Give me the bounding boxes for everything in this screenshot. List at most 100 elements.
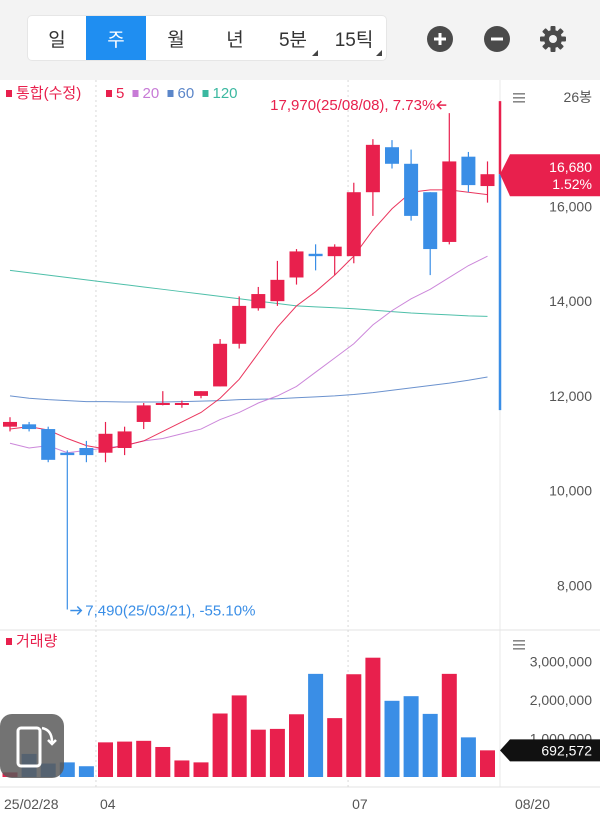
tab-label: 5분 bbox=[278, 29, 308, 51]
candle-body bbox=[404, 163, 419, 216]
legend-label: 60 bbox=[178, 85, 195, 102]
candle-body bbox=[174, 403, 189, 405]
candle-body bbox=[289, 251, 304, 278]
price-tick-label: 12,000 bbox=[549, 388, 592, 404]
menu-icon-bar bbox=[513, 97, 525, 99]
legend-label: 통합(수정) bbox=[16, 85, 81, 102]
price-tick-label: 14,000 bbox=[549, 293, 592, 309]
legend-swatch bbox=[6, 90, 12, 97]
candle-body bbox=[423, 192, 438, 250]
tab-2[interactable]: 월 bbox=[146, 16, 206, 60]
menu-icon bbox=[513, 93, 525, 103]
legend-label: 120 bbox=[213, 85, 238, 102]
volume-bar bbox=[250, 729, 266, 777]
candle-body bbox=[194, 391, 208, 396]
volume-bar bbox=[155, 746, 171, 777]
candle-body bbox=[442, 161, 457, 242]
candle-body bbox=[385, 147, 399, 164]
price-tick-label: 8,000 bbox=[557, 577, 592, 593]
menu-icon-bar bbox=[513, 644, 525, 646]
volume-bar bbox=[174, 760, 190, 777]
candle-body bbox=[251, 294, 266, 309]
minus-circle-icon bbox=[491, 37, 503, 41]
candle-body bbox=[79, 448, 94, 456]
plus-circle-icon bbox=[434, 33, 446, 45]
candle-body bbox=[98, 433, 113, 453]
candle-body bbox=[41, 429, 56, 460]
tab-0[interactable]: 일 bbox=[28, 16, 86, 60]
candle-body bbox=[213, 343, 228, 387]
zoom-in-button[interactable] bbox=[427, 26, 453, 52]
candle-body bbox=[232, 305, 247, 344]
tab-label: 주 bbox=[107, 29, 125, 51]
candle-body bbox=[365, 144, 380, 193]
volume-bar bbox=[193, 762, 209, 777]
volume-tick-label: 3,000,000 bbox=[530, 654, 592, 670]
legend-swatch bbox=[106, 90, 112, 97]
toolbar: 일 주 월 년 5분 15틱 bbox=[0, 0, 600, 80]
candle-body bbox=[308, 253, 323, 257]
current-volume-text: 692,572 bbox=[541, 742, 592, 758]
volume-bar bbox=[327, 718, 343, 777]
menu-icon-bar bbox=[513, 93, 525, 95]
rotate-icon bbox=[16, 726, 57, 768]
legend-label: 20 bbox=[143, 85, 160, 102]
tab-label: 일 bbox=[48, 29, 66, 51]
candle-body bbox=[60, 452, 75, 456]
menu-icon-bar bbox=[513, 648, 525, 650]
volume-bar bbox=[403, 696, 419, 777]
tab-3[interactable]: 년 bbox=[206, 16, 264, 60]
volume-bar bbox=[308, 673, 324, 777]
volume-bar bbox=[98, 742, 113, 777]
rotate-screen-button[interactable] bbox=[0, 714, 64, 778]
volume-bar bbox=[117, 741, 133, 777]
candle-body bbox=[136, 405, 151, 422]
dropdown-corner-icon bbox=[376, 50, 382, 56]
volume-bar bbox=[422, 713, 438, 777]
ma120-line bbox=[9, 269, 488, 317]
volume-bar bbox=[231, 695, 247, 777]
x-tick-label: 04 bbox=[100, 796, 116, 812]
menu-icon bbox=[513, 640, 525, 650]
x-tick-label: 25/02/28 bbox=[4, 796, 59, 812]
period-count: 26봉 bbox=[564, 89, 593, 105]
stock-chart[interactable]: 8,00010,00012,00014,00016,0001,000,0002,… bbox=[0, 80, 600, 815]
chart-area[interactable]: 8,000 10,000 12,000 14,000 16,000 1,000,000 2,… bbox=[0, 80, 600, 815]
period-tabs: 일 주 월 년 5분 15틱 bbox=[28, 16, 386, 60]
gear-icon bbox=[540, 26, 566, 52]
volume-tick-label: 2,000,000 bbox=[530, 692, 592, 708]
tab-label: 월 bbox=[167, 29, 185, 51]
high-arrowhead bbox=[436, 100, 442, 110]
x-tick-label: 07 bbox=[352, 796, 368, 812]
tab-4[interactable]: 5분 bbox=[264, 16, 322, 60]
tab-1[interactable]: 주 bbox=[86, 16, 146, 60]
legend-swatch bbox=[132, 90, 139, 97]
current-volume-tag bbox=[500, 739, 600, 762]
volume-bar bbox=[78, 766, 94, 777]
candle-body bbox=[155, 403, 170, 405]
ma5-line bbox=[9, 189, 488, 450]
tab-5[interactable]: 15틱 bbox=[322, 16, 386, 60]
volume-bar bbox=[346, 674, 362, 777]
volume-bar bbox=[365, 657, 381, 777]
candle-body bbox=[3, 421, 17, 427]
low-price-annotation: 7,490(25/03/21), -55.10% bbox=[85, 603, 255, 620]
current-price-text: 16,680 bbox=[549, 159, 592, 175]
candle-body bbox=[22, 424, 37, 430]
candle-body bbox=[346, 192, 361, 257]
volume-bar bbox=[289, 714, 304, 777]
menu-icon-bar bbox=[513, 101, 525, 103]
volume-bar bbox=[212, 713, 228, 777]
menu-icon-bar bbox=[513, 640, 525, 642]
legend-swatch bbox=[202, 90, 209, 97]
candle-body bbox=[117, 431, 132, 448]
zoom-out-button[interactable] bbox=[484, 26, 510, 52]
tab-label: 년 bbox=[226, 29, 244, 51]
settings-button[interactable] bbox=[538, 24, 568, 54]
candle-body bbox=[461, 156, 476, 186]
volume-bar bbox=[136, 740, 152, 777]
volume-legend-swatch bbox=[6, 638, 12, 645]
price-tick-label: 16,000 bbox=[549, 198, 592, 214]
candle-body bbox=[270, 279, 285, 302]
volume-bar bbox=[460, 737, 476, 777]
